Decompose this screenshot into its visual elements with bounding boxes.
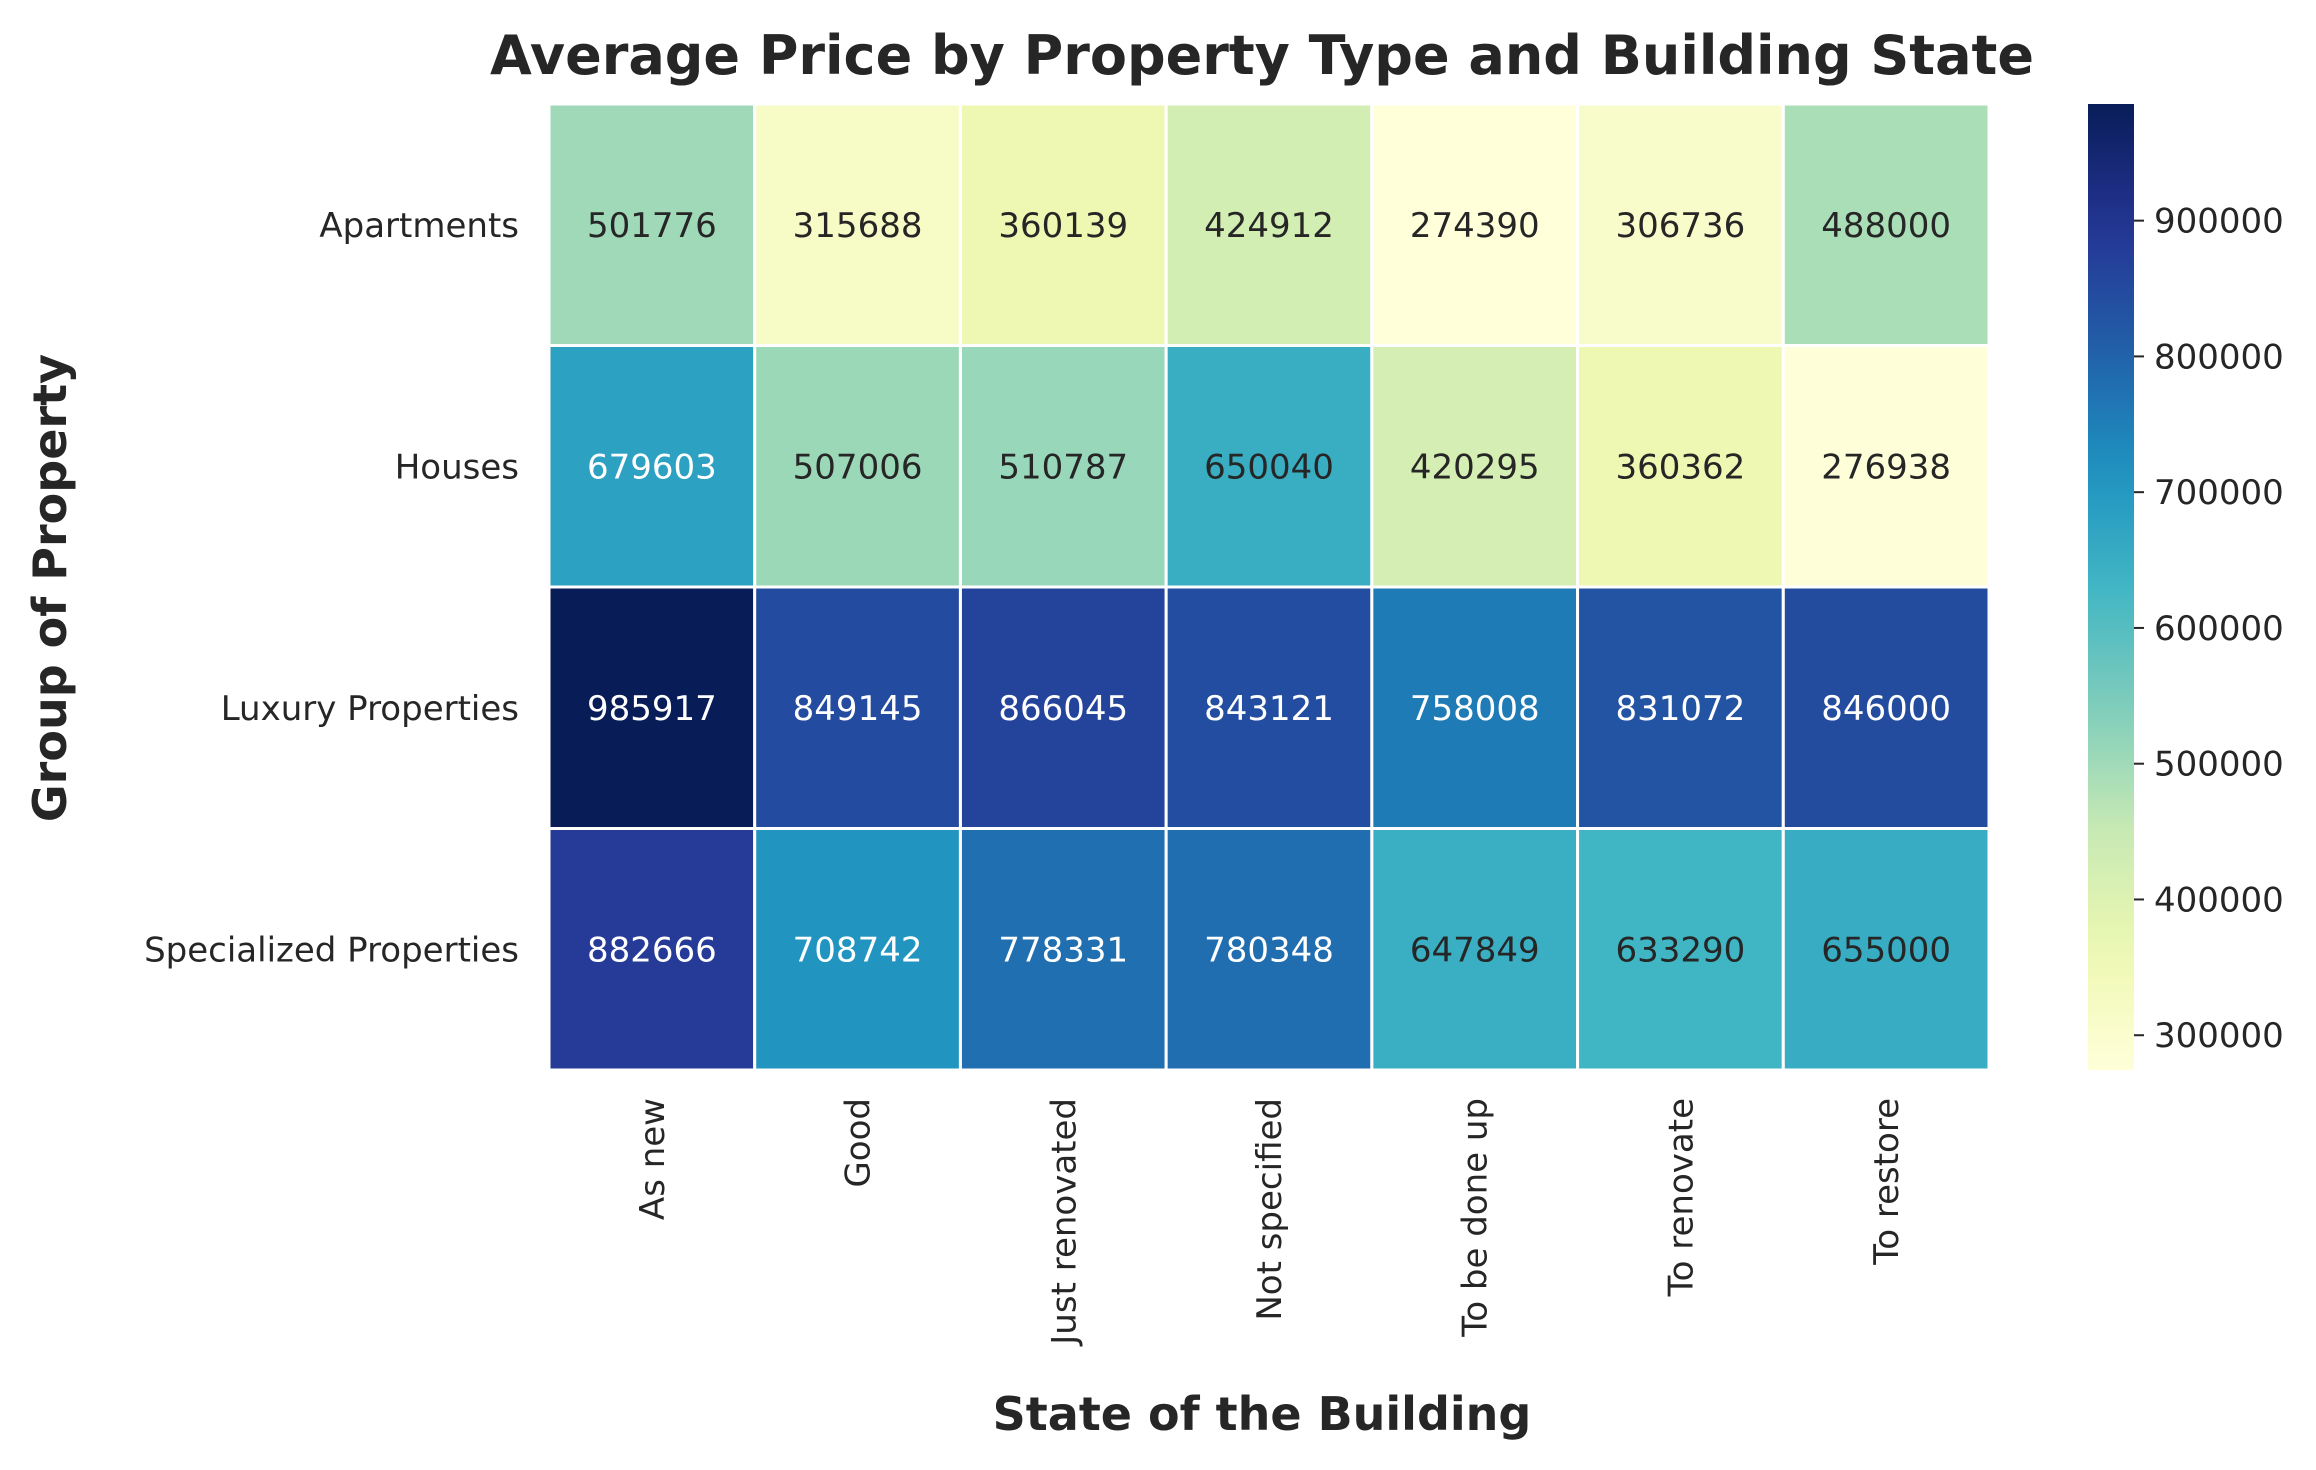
heatmap-cell: [547, 344, 757, 589]
heatmap-cell-labels: 501776 315688 360139 424912 274390 306736 4880…: [587, 206, 1951, 971]
y-tick-label: Apartments: [319, 206, 519, 246]
heatmap-cell: [1370, 344, 1580, 589]
cell-value-label: 315688: [793, 206, 923, 246]
cell-value-label: 647849: [1410, 930, 1540, 970]
cell-value-label: 831072: [1616, 689, 1746, 729]
x-axis-label: State of the Building: [993, 1387, 1532, 1441]
heatmap-cell: [1781, 827, 1991, 1072]
cell-value-label: 360139: [998, 206, 1128, 246]
heatmap-cell: [1576, 344, 1785, 589]
colorbar-tick-label: 500000: [2154, 745, 2284, 785]
cell-value-label: 882666: [587, 930, 717, 970]
x-tick-label: To restore: [1867, 1098, 1907, 1266]
y-tick-label: Luxury Properties: [221, 689, 519, 729]
colorbar: 300000 400000 500000 600000 700000 800000 9000…: [2088, 104, 2284, 1070]
colorbar-tick-label: 800000: [2154, 337, 2284, 377]
heatmap-cell: [753, 585, 962, 830]
colorbar-tick-label: 700000: [2154, 473, 2284, 513]
heatmap-cell: [1781, 344, 1991, 589]
heatmap-cell: [547, 102, 757, 347]
cell-value-label: 633290: [1616, 930, 1746, 970]
heatmap-cell: [1576, 827, 1785, 1072]
colorbar-tick-label: 600000: [2154, 609, 2284, 649]
x-tick-label: To renovate: [1661, 1098, 1701, 1297]
x-tick-label: As new: [633, 1098, 673, 1220]
y-tick-label: Houses: [395, 447, 519, 487]
heatmap-cell: [1576, 102, 1785, 347]
heatmap-cell: [547, 827, 757, 1072]
cell-value-label: 866045: [998, 689, 1128, 729]
y-tick-label: Specialized Properties: [144, 930, 519, 970]
cell-value-label: 360362: [1616, 447, 1746, 487]
x-tick-label: Good: [839, 1098, 879, 1188]
y-axis-ticks: Apartments Houses Luxury Properties Special…: [144, 206, 519, 971]
cell-value-label: 488000: [1821, 206, 1951, 246]
cell-value-label: 758008: [1410, 689, 1540, 729]
heatmap-cell: [1781, 585, 1991, 830]
cell-value-label: 507006: [793, 447, 923, 487]
heatmap-cell: [958, 344, 1168, 589]
heatmap-cell: [1370, 102, 1580, 347]
heatmap-cell: [958, 102, 1168, 347]
colorbar-gradient: [2088, 104, 2134, 1070]
colorbar-tick-label: 900000: [2154, 202, 2284, 242]
heatmap-cell: [1576, 585, 1785, 830]
chart-title: Average Price by Property Type and Build…: [490, 24, 2034, 87]
heatmap-cell: [958, 585, 1168, 830]
cell-value-label: 420295: [1410, 447, 1540, 487]
cell-value-label: 679603: [587, 447, 717, 487]
heatmap-cells: [547, 102, 1991, 1072]
cell-value-label: 276938: [1821, 447, 1951, 487]
cell-value-label: 655000: [1821, 930, 1951, 970]
heatmap-cell: [753, 827, 962, 1072]
heatmap-cell: [753, 102, 962, 347]
heatmap-cell: [1164, 827, 1374, 1072]
cell-value-label: 274390: [1410, 206, 1540, 246]
x-axis-ticks: As new Good Just renovated Not specified To …: [633, 1098, 1907, 1347]
cell-value-label: 424912: [1204, 206, 1334, 246]
cell-value-label: 849145: [793, 689, 923, 729]
heatmap-cell: [1164, 585, 1374, 830]
cell-value-label: 306736: [1616, 206, 1746, 246]
cell-value-label: 780348: [1204, 930, 1334, 970]
x-tick-label: Just renovated: [1044, 1098, 1084, 1347]
cell-value-label: 985917: [587, 689, 717, 729]
x-tick-label: Not specified: [1250, 1098, 1290, 1321]
colorbar-tick-label: 300000: [2154, 1016, 2284, 1056]
cell-value-label: 650040: [1204, 447, 1334, 487]
cell-value-label: 846000: [1821, 689, 1951, 729]
cell-value-label: 501776: [587, 206, 717, 246]
cell-value-label: 510787: [998, 447, 1128, 487]
y-axis-label: Group of Property: [23, 354, 77, 822]
cell-value-label: 843121: [1204, 689, 1334, 729]
heatmap-cell: [1164, 102, 1374, 347]
x-tick-label: To be done up: [1456, 1098, 1496, 1338]
cell-value-label: 708742: [793, 930, 923, 970]
heatmap-cell: [1370, 585, 1580, 830]
cell-value-label: 778331: [998, 930, 1128, 970]
colorbar-tick-label: 400000: [2154, 880, 2284, 920]
